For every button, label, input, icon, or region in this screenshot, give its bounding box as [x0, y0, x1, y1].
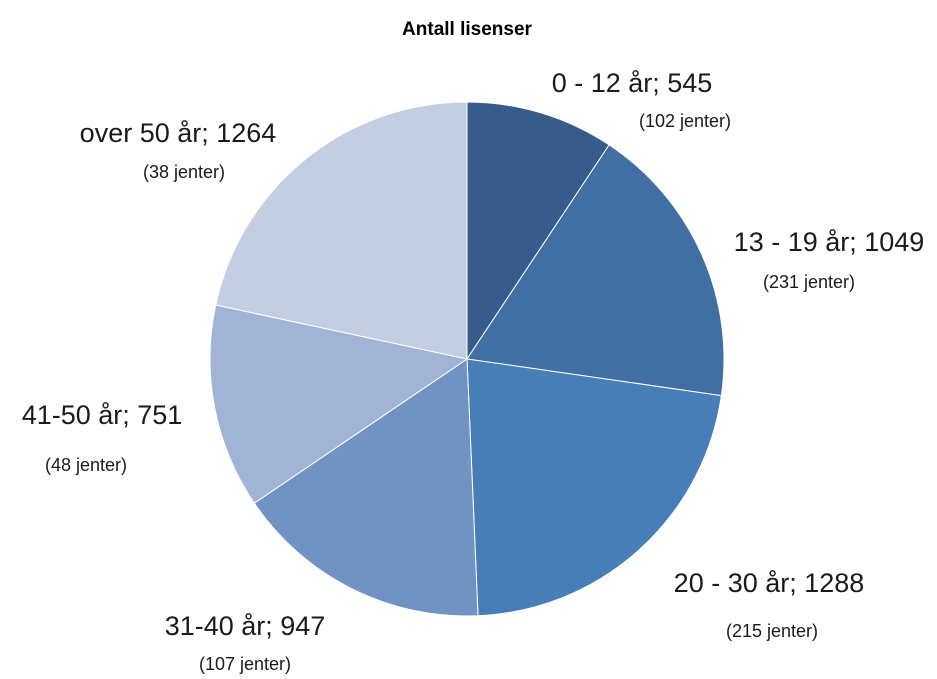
slice-note-0-12: (102 jenter): [639, 111, 731, 131]
slice-label-20-30: 20 - 30 år; 1288: [674, 568, 865, 598]
pie-slice-1: [466, 144, 725, 397]
slice-label-over-50: over 50 år; 1264: [80, 118, 277, 148]
slice-label-13-19: 13 - 19 år; 1049: [734, 227, 925, 257]
slice-label-41-50: 41-50 år; 751: [22, 400, 183, 430]
pie-slice-3: [253, 358, 479, 617]
pie-slice-0: [466, 101, 610, 361]
slice-note-31-40: (107 jenter): [199, 654, 291, 674]
slice-note-41-50: (48 jenter): [45, 455, 127, 475]
chart-title: Antall lisenser: [402, 19, 532, 40]
pie-slice-5: [215, 101, 468, 360]
slice-label-31-40: 31-40 år; 947: [165, 611, 326, 641]
slice-note-13-19: (231 jenter): [763, 272, 855, 292]
slice-label-0-12: 0 - 12 år; 545: [552, 68, 713, 98]
slice-note-20-30: (215 jenter): [726, 621, 818, 641]
slice-note-over-50: (38 jenter): [143, 162, 225, 182]
pie-slices: [209, 101, 725, 617]
pie-slice-2: [466, 358, 722, 617]
pie-labels: 0 - 12 år; 545 (102 jenter) 13 - 19 år; …: [22, 68, 925, 674]
pie-slice-4: [209, 304, 469, 504]
